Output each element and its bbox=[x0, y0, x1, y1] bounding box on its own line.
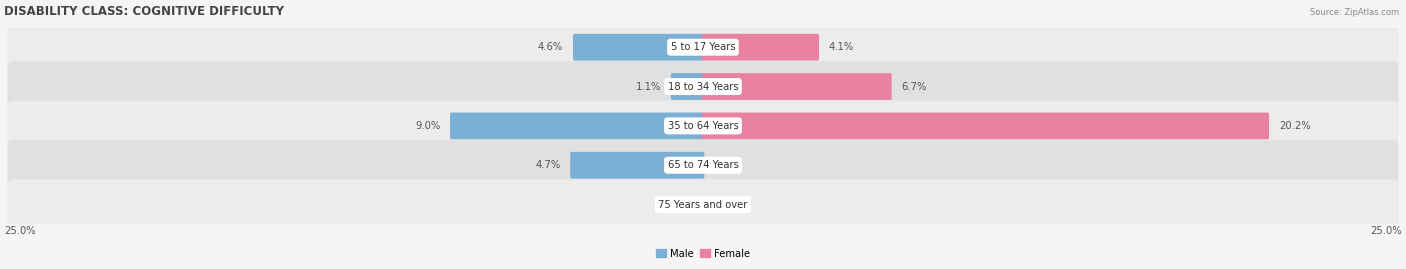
Text: 20.2%: 20.2% bbox=[1279, 121, 1310, 131]
Text: 0.0%: 0.0% bbox=[714, 160, 740, 170]
Text: 0.0%: 0.0% bbox=[666, 200, 692, 210]
Text: 4.7%: 4.7% bbox=[536, 160, 561, 170]
Text: 25.0%: 25.0% bbox=[1371, 226, 1402, 236]
Text: 35 to 64 Years: 35 to 64 Years bbox=[668, 121, 738, 131]
FancyBboxPatch shape bbox=[702, 73, 891, 100]
Text: 75 Years and over: 75 Years and over bbox=[658, 200, 748, 210]
Text: 0.0%: 0.0% bbox=[714, 200, 740, 210]
Text: 65 to 74 Years: 65 to 74 Years bbox=[668, 160, 738, 170]
FancyBboxPatch shape bbox=[7, 179, 1399, 230]
Text: 9.0%: 9.0% bbox=[415, 121, 440, 131]
Text: 1.1%: 1.1% bbox=[636, 82, 661, 91]
FancyBboxPatch shape bbox=[7, 140, 1399, 190]
FancyBboxPatch shape bbox=[571, 152, 704, 179]
Text: DISABILITY CLASS: COGNITIVE DIFFICULTY: DISABILITY CLASS: COGNITIVE DIFFICULTY bbox=[4, 5, 284, 18]
Text: 4.1%: 4.1% bbox=[828, 42, 853, 52]
FancyBboxPatch shape bbox=[450, 112, 704, 139]
FancyBboxPatch shape bbox=[702, 112, 1270, 139]
Text: 6.7%: 6.7% bbox=[901, 82, 927, 91]
Text: 25.0%: 25.0% bbox=[4, 226, 35, 236]
FancyBboxPatch shape bbox=[7, 101, 1399, 151]
Text: Source: ZipAtlas.com: Source: ZipAtlas.com bbox=[1310, 8, 1399, 17]
FancyBboxPatch shape bbox=[702, 34, 820, 61]
Text: 5 to 17 Years: 5 to 17 Years bbox=[671, 42, 735, 52]
FancyBboxPatch shape bbox=[7, 61, 1399, 112]
Legend: Male, Female: Male, Female bbox=[652, 245, 754, 263]
FancyBboxPatch shape bbox=[574, 34, 704, 61]
Text: 18 to 34 Years: 18 to 34 Years bbox=[668, 82, 738, 91]
FancyBboxPatch shape bbox=[671, 73, 704, 100]
Text: 4.6%: 4.6% bbox=[538, 42, 564, 52]
FancyBboxPatch shape bbox=[7, 22, 1399, 72]
